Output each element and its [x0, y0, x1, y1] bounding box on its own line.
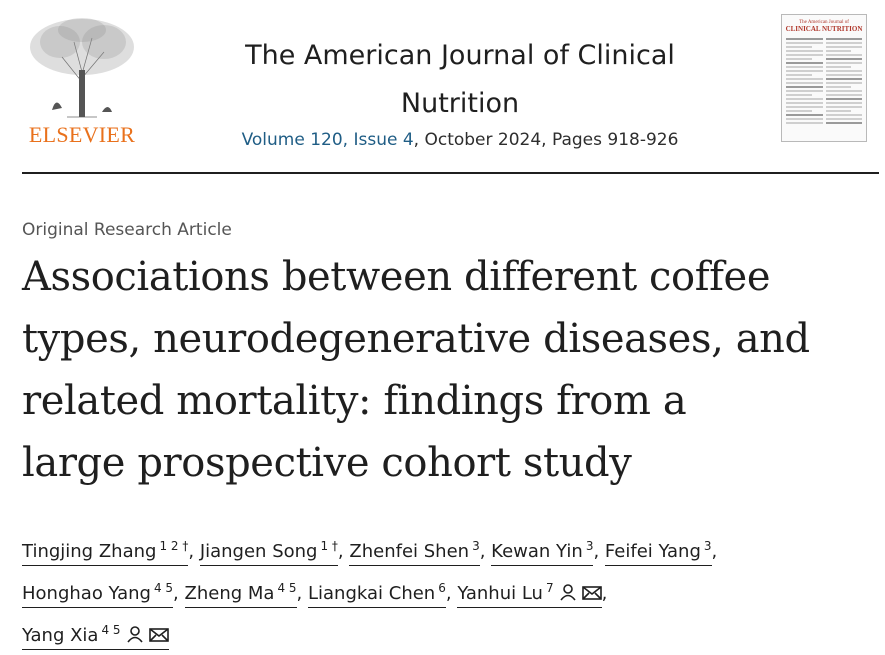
author-separator: ,	[445, 583, 452, 604]
author-link[interactable]: Yanhui Lu 7	[457, 581, 602, 608]
author-affiliation: 4 5	[153, 581, 174, 595]
author-name: Liangkai Chen	[308, 583, 436, 604]
author-separator: ,	[296, 583, 303, 604]
author-affiliation: 3	[585, 539, 594, 553]
author-link[interactable]: Kewan Yin 3	[491, 539, 594, 566]
journal-title-line: Nutrition	[400, 88, 520, 119]
article-title-line: Associations between different coffee	[22, 254, 771, 300]
author-separator: ,	[173, 583, 179, 604]
journal-title-line: The American Journal of Clinical	[245, 40, 675, 71]
publisher-name: ELSEVIER	[28, 122, 136, 147]
author-name: Zhenfei Shen	[349, 541, 470, 562]
issue-info: Volume 120, Issue 4, October 2024, Pages…	[180, 130, 740, 150]
author-separator: ,	[188, 541, 195, 562]
author-link[interactable]: Tingjing Zhang 1 2 †	[22, 539, 189, 566]
cover-small-title: The American Journal of	[799, 20, 849, 25]
article-type-label: Original Research Article	[22, 220, 232, 240]
author-separator: ,	[479, 541, 486, 562]
person-icon	[559, 584, 576, 601]
author-name: Feifei Yang	[604, 541, 701, 562]
article-title-line: large prospective cohort study	[22, 440, 632, 486]
author-name: Yang Xia	[22, 625, 99, 646]
article-title-line: types, neurodegenerative diseases, and	[22, 316, 810, 362]
author-separator: ,	[711, 541, 718, 562]
author-affiliation: 1 2 †	[159, 539, 189, 553]
author-name: Yanhui Lu	[457, 583, 543, 604]
mail-icon	[148, 628, 169, 642]
author-link[interactable]: Jiangen Song 1 †	[199, 539, 338, 566]
person-icon	[126, 626, 143, 643]
journal-title[interactable]: The American Journal of Clinical Nutriti…	[180, 32, 740, 128]
author-affiliation: 4 5	[277, 581, 297, 595]
author-link[interactable]: Honghao Yang 4 5	[22, 581, 174, 608]
article-title: Associations between different coffee ty…	[22, 246, 882, 494]
issue-date-pages: , October 2024, Pages 918-926	[413, 130, 679, 150]
author-separator: ,	[601, 583, 608, 604]
elsevier-tree-logo[interactable]	[22, 12, 142, 122]
mail-icon	[581, 586, 602, 600]
cover-journal-name: CLINICAL NUTRITION	[785, 25, 863, 33]
article-title-line: related mortality: findings from a	[22, 378, 687, 424]
author-name: Honghao Yang	[22, 583, 151, 604]
author-name: Kewan Yin	[491, 541, 583, 562]
journal-cover-thumbnail[interactable]: The American Journal of CLINICAL NUTRITI…	[781, 14, 867, 142]
author-affiliation: 4 5	[101, 623, 121, 637]
header-divider	[22, 172, 879, 174]
author-link[interactable]: Liangkai Chen 6	[308, 581, 446, 608]
author-affiliation: 1 †	[320, 539, 338, 553]
author-name: Zheng Ma	[184, 583, 275, 604]
author-affiliation: 3	[472, 539, 480, 553]
volume-issue-link[interactable]: Volume 120, Issue 4	[241, 130, 414, 150]
author-link[interactable]: Yang Xia 4 5	[22, 623, 169, 650]
author-affiliation: 3	[703, 539, 712, 553]
author-link[interactable]: Zheng Ma 4 5	[184, 581, 297, 608]
author-link[interactable]: Zhenfei Shen 3	[349, 539, 480, 566]
author-affiliation: 6	[438, 581, 446, 595]
author-separator: ,	[593, 541, 600, 562]
author-name: Jiangen Song	[199, 541, 318, 562]
author-separator: ,	[337, 541, 344, 562]
author-affiliation: 7	[545, 581, 554, 595]
author-name: Tingjing Zhang	[22, 541, 157, 562]
author-list: Tingjing Zhang 1 2 †, Jiangen Song 1 †, Zh…	[22, 528, 882, 654]
author-link[interactable]: Feifei Yang 3	[604, 539, 712, 566]
